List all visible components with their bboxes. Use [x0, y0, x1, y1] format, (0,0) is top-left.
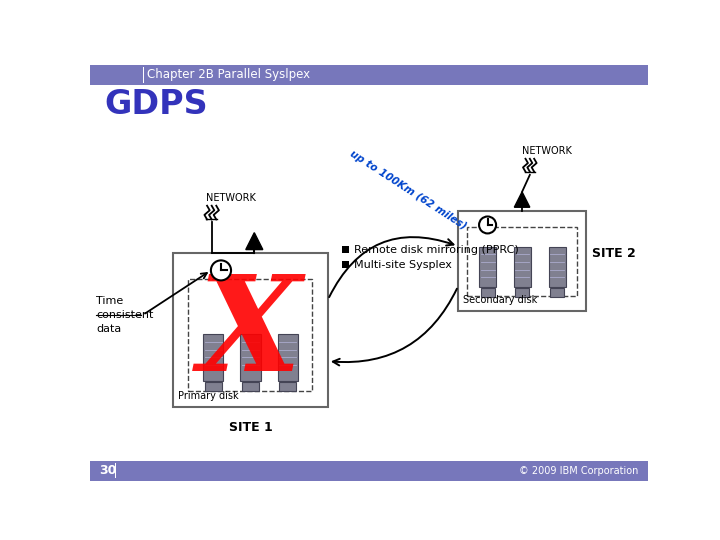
Circle shape — [123, 66, 140, 83]
Text: Primary disk: Primary disk — [178, 392, 238, 401]
Circle shape — [593, 462, 610, 479]
Text: Chapter 2B Parallel Syslpex: Chapter 2B Parallel Syslpex — [147, 68, 310, 82]
Circle shape — [143, 66, 161, 83]
Bar — [467, 226, 577, 296]
Bar — [204, 382, 222, 392]
Circle shape — [580, 462, 598, 479]
Bar — [458, 211, 586, 311]
Text: Time
consistent
data: Time consistent data — [96, 296, 153, 334]
Bar — [90, 461, 648, 481]
Bar — [550, 288, 564, 298]
Bar — [342, 261, 349, 268]
Text: Multi-site Sysplex: Multi-site Sysplex — [354, 260, 451, 270]
Circle shape — [618, 462, 635, 479]
Bar — [549, 247, 566, 287]
Circle shape — [93, 66, 110, 83]
Bar — [203, 334, 223, 381]
Bar — [479, 247, 496, 287]
Text: 30: 30 — [99, 464, 117, 477]
Bar — [114, 463, 117, 478]
Circle shape — [568, 462, 585, 479]
Polygon shape — [246, 233, 263, 249]
Text: NETWORK: NETWORK — [522, 146, 572, 156]
Bar — [173, 253, 328, 408]
Bar — [189, 279, 312, 390]
Text: GDPS: GDPS — [104, 88, 207, 121]
Bar — [277, 334, 297, 381]
Text: SITE 2: SITE 2 — [593, 247, 636, 260]
Bar — [514, 247, 531, 287]
Circle shape — [211, 260, 231, 280]
Text: SITE 1: SITE 1 — [228, 421, 272, 434]
Circle shape — [642, 462, 660, 479]
Text: X: X — [199, 270, 302, 399]
Bar — [240, 334, 261, 381]
Circle shape — [113, 66, 130, 83]
Circle shape — [556, 462, 573, 479]
Bar — [481, 288, 495, 298]
Circle shape — [479, 217, 496, 233]
Bar — [279, 382, 296, 392]
Polygon shape — [514, 192, 530, 207]
Circle shape — [531, 462, 548, 479]
Circle shape — [133, 66, 150, 83]
Text: Secondary disk: Secondary disk — [463, 295, 537, 305]
Bar — [242, 382, 259, 392]
Text: up to 100Km (62 miles): up to 100Km (62 miles) — [348, 148, 469, 231]
Text: © 2009 IBM Corporation: © 2009 IBM Corporation — [519, 465, 639, 476]
Text: NETWORK: NETWORK — [206, 193, 256, 202]
Circle shape — [606, 462, 622, 479]
Circle shape — [630, 462, 647, 479]
Bar — [90, 65, 648, 85]
Bar — [342, 246, 349, 253]
Circle shape — [103, 66, 120, 83]
Bar — [143, 67, 144, 83]
Circle shape — [544, 462, 560, 479]
Bar — [516, 288, 529, 298]
Text: Remote disk mirroring (PPRC): Remote disk mirroring (PPRC) — [354, 245, 518, 254]
